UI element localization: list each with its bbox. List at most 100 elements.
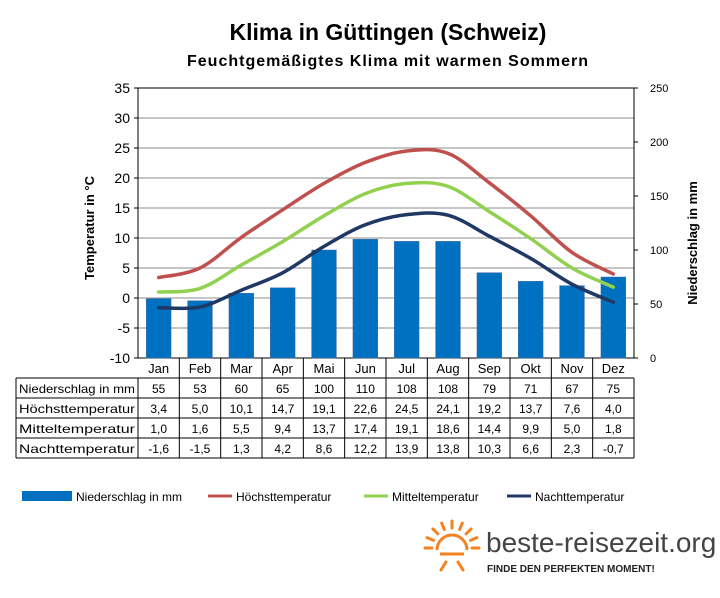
category-label: Mai bbox=[314, 361, 335, 376]
left-tick-label: 20 bbox=[114, 170, 130, 186]
sun-icon-ray bbox=[439, 560, 448, 572]
left-tick-label: 35 bbox=[114, 80, 130, 96]
table-cell: 13,8 bbox=[436, 442, 460, 456]
table-cell: 5,0 bbox=[192, 402, 209, 416]
table-cell: 9,9 bbox=[522, 422, 539, 436]
category-label: Sep bbox=[478, 361, 501, 376]
table-cell: 10,3 bbox=[478, 442, 502, 456]
right-axis-ticks: 250 200 150 100 50 0 bbox=[634, 83, 668, 365]
left-axis-label: Temperatur in °C bbox=[82, 175, 97, 280]
table-cell: 17,4 bbox=[354, 422, 378, 436]
table-cell: 53 bbox=[193, 382, 207, 396]
right-tick-label: 50 bbox=[650, 299, 662, 311]
brand-logo: beste-reisezeit.org FINDE DEN PERFEKTEN … bbox=[423, 519, 716, 575]
table-cell: 100 bbox=[314, 382, 334, 396]
legend-label: Höchsttemperatur bbox=[236, 490, 331, 504]
table-cell: 7,6 bbox=[564, 402, 581, 416]
table-cell: 14,4 bbox=[478, 422, 502, 436]
brand-slogan: FINDE DEN PERFEKTEN MOMENT! bbox=[487, 564, 655, 575]
table-cell: 55 bbox=[152, 382, 166, 396]
precipitation-bar bbox=[270, 287, 296, 359]
table-cell: 24,5 bbox=[395, 402, 419, 416]
table-cell: 4,0 bbox=[605, 402, 622, 416]
table-cell: 3,4 bbox=[150, 402, 167, 416]
table-cell: 19,1 bbox=[312, 402, 336, 416]
table-cell: 22,6 bbox=[354, 402, 378, 416]
precipitation-bar bbox=[435, 241, 461, 359]
precipitation-bar bbox=[352, 238, 378, 359]
right-tick-label: 200 bbox=[650, 137, 668, 149]
table-cell: 14,7 bbox=[271, 402, 295, 416]
category-label: Nov bbox=[560, 361, 584, 376]
night-temp-line bbox=[156, 211, 616, 311]
legend: Niederschlag in mm Höchsttemperatur Mittel… bbox=[22, 490, 624, 504]
table-cell: 5,0 bbox=[564, 422, 581, 436]
precipitation-bar bbox=[559, 285, 585, 359]
table-cell: 19,1 bbox=[395, 422, 419, 436]
category-label: Mar bbox=[230, 361, 253, 376]
table-cell: 108 bbox=[397, 382, 417, 396]
table-cell: 110 bbox=[356, 382, 375, 396]
left-axis-ticks: 35 30 25 20 15 10 5 0 -5 -10 bbox=[110, 80, 138, 366]
sun-icon-ray bbox=[464, 527, 473, 536]
legend-label: Mitteltemperatur bbox=[392, 490, 479, 504]
category-label: Aug bbox=[436, 361, 459, 376]
category-label: Jan bbox=[148, 361, 169, 376]
plot-frame bbox=[137, 87, 635, 359]
table-cell: 1,6 bbox=[192, 422, 209, 436]
sun-icon-ray bbox=[468, 536, 479, 542]
table-cell: -1,5 bbox=[190, 442, 211, 456]
category-label: Jun bbox=[355, 361, 376, 376]
table-cell: 4,2 bbox=[274, 442, 291, 456]
left-tick-label: 15 bbox=[114, 200, 130, 216]
table-cell: 75 bbox=[607, 382, 621, 396]
temperature-lines bbox=[156, 147, 616, 311]
table-cell: 6,6 bbox=[522, 442, 539, 456]
legend-label: Nachttemperatur bbox=[535, 490, 624, 504]
table-cell: 65 bbox=[276, 382, 290, 396]
category-label: Okt bbox=[521, 361, 542, 376]
precipitation-bar bbox=[518, 281, 544, 359]
precipitation-bar bbox=[187, 300, 213, 359]
table-cell: 13,7 bbox=[519, 402, 543, 416]
brand-name: beste-reisezeit.org bbox=[486, 527, 716, 558]
sun-icon-ray bbox=[431, 527, 440, 536]
table-row-header: Höchsttemperatur bbox=[19, 402, 135, 416]
chart-subtitle: Feuchtgemäßigtes Klima mit warmen Sommer… bbox=[187, 53, 589, 70]
right-tick-label: 100 bbox=[650, 245, 668, 257]
category-label: Jul bbox=[398, 361, 415, 376]
table-cell: 24,1 bbox=[436, 402, 460, 416]
chart-title: Klima in Güttingen (Schweiz) bbox=[230, 19, 547, 45]
sun-icon-ray bbox=[458, 521, 464, 532]
category-label: Feb bbox=[189, 361, 211, 376]
plot-border bbox=[137, 87, 635, 359]
precipitation-bar bbox=[311, 249, 337, 359]
table-cell: 10,1 bbox=[230, 402, 254, 416]
table-row-header: Mitteltemperatur bbox=[19, 422, 135, 436]
left-tick-label: 25 bbox=[114, 140, 130, 156]
mean-temp-line bbox=[156, 180, 616, 294]
data-table: Jan Feb Mar Apr Mai Jun Jul Aug Sep Okt Nov Dez Nied… bbox=[15, 361, 635, 459]
table-cell: -1,6 bbox=[148, 442, 169, 456]
sun-icon bbox=[423, 519, 481, 572]
precipitation-bar bbox=[228, 292, 254, 359]
table-cell: 9,4 bbox=[274, 422, 291, 436]
table-cell: 1,0 bbox=[150, 422, 167, 436]
table-cell: 67 bbox=[565, 382, 579, 396]
legend-swatch-bar bbox=[22, 491, 72, 501]
table-cell: 5,5 bbox=[233, 422, 250, 436]
left-tick-label: 5 bbox=[122, 260, 130, 276]
max-temp-line bbox=[156, 147, 616, 280]
table-cell: -0,7 bbox=[603, 442, 624, 456]
sun-icon-ray bbox=[425, 536, 436, 542]
category-label: Dez bbox=[602, 361, 625, 376]
right-axis-label: Niederschlag in mm bbox=[685, 181, 700, 305]
precipitation-bar bbox=[476, 272, 502, 359]
table-cell: 1,3 bbox=[233, 442, 250, 456]
table-cell: 8,6 bbox=[316, 442, 333, 456]
sun-icon-ray bbox=[456, 560, 465, 572]
sun-icon-disc bbox=[435, 533, 469, 551]
table-cell: 13,7 bbox=[312, 422, 336, 436]
precipitation-bar bbox=[394, 241, 420, 359]
